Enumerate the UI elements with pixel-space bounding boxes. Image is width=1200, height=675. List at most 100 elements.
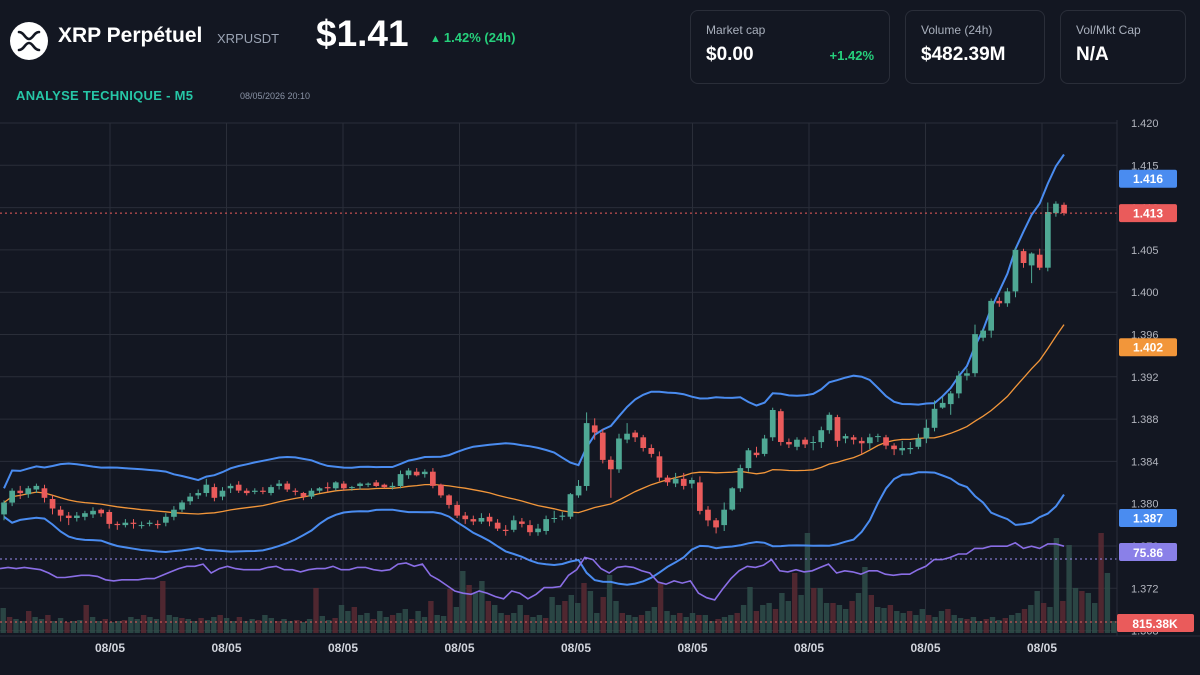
volume-bar: [504, 615, 511, 633]
volume-bar: [1066, 545, 1072, 633]
candle-body: [1061, 204, 1067, 214]
volume-bar: [823, 603, 830, 633]
volume-bar: [326, 620, 332, 633]
candle-body: [324, 487, 331, 489]
volume-bar: [300, 622, 306, 633]
volume-bar: [287, 621, 294, 633]
volume-bar: [89, 617, 96, 633]
volume-bar: [562, 601, 568, 633]
candle-body: [624, 433, 630, 440]
candle-body: [454, 504, 460, 516]
volume-bar: [383, 617, 389, 633]
candle-body: [1012, 249, 1019, 292]
time-tick-label: 08/05: [910, 641, 940, 655]
volume-label: Volume (24h): [921, 23, 993, 37]
candle-body: [794, 439, 800, 447]
price-tick-label: 1.420: [1131, 118, 1159, 130]
vol-mkt-cap-label: Vol/Mkt Cap: [1076, 23, 1141, 37]
candle-body: [519, 521, 525, 524]
candle-body: [721, 509, 727, 526]
volume-bar: [364, 613, 370, 633]
volume-bar: [951, 615, 957, 633]
market-cap-card: Market cap $0.00 +1.42%: [690, 10, 890, 84]
volume-bar: [460, 571, 466, 633]
volume-bar: [389, 615, 396, 633]
volume-bar: [440, 616, 447, 633]
candle-body: [923, 427, 930, 439]
candle-body: [462, 515, 469, 520]
price-tick-label: 1.372: [1131, 583, 1159, 595]
candle-body: [300, 493, 307, 497]
volume-bar: [96, 621, 102, 633]
candle-body: [535, 528, 541, 533]
volume-bar: [606, 575, 613, 633]
candle-body: [373, 482, 380, 486]
candle-body: [931, 408, 938, 428]
candle-body: [761, 438, 768, 454]
volume-bar: [396, 613, 402, 633]
candle-body: [179, 502, 185, 510]
candle-body: [939, 402, 946, 408]
candle-body: [74, 515, 80, 518]
candle-body: [899, 448, 905, 451]
candle-body: [786, 442, 792, 445]
candle-body: [65, 515, 72, 518]
volume-bar: [798, 595, 804, 633]
candle-body: [130, 522, 137, 524]
candle-body: [867, 437, 873, 444]
candle-body: [826, 414, 833, 431]
volume-bar: [849, 601, 855, 633]
volume-bar: [887, 605, 894, 633]
candle-body: [41, 488, 48, 498]
volume-bar: [651, 607, 657, 633]
candle-body: [802, 439, 808, 445]
candle-body: [122, 522, 129, 526]
price-tag-label: 1.416: [1133, 172, 1163, 186]
time-tick-label: 08/05: [328, 641, 358, 655]
volume-bar: [19, 621, 25, 633]
price-tag-bg: [1119, 338, 1177, 357]
ticker-symbol: XRPUSDT: [217, 31, 280, 46]
volume-bar: [645, 611, 651, 633]
candle-body: [187, 496, 193, 502]
candle-body: [680, 478, 687, 486]
volume-bar: [109, 622, 115, 633]
candle-body: [308, 490, 315, 497]
market-cap-value: $0.00: [706, 44, 754, 65]
candle-body: [486, 516, 493, 522]
volume-bar: [919, 609, 925, 633]
volume-bar: [160, 581, 166, 633]
price-tag-label: 1.402: [1133, 341, 1163, 355]
market-cap-change: +1.42%: [829, 48, 874, 63]
volume-bar: [198, 618, 204, 633]
candle-body: [956, 375, 962, 394]
volume-bar: [977, 621, 983, 633]
volume-bar: [983, 619, 989, 633]
volume-bar: [1098, 533, 1104, 633]
candle-body: [365, 483, 371, 485]
candle-body: [907, 448, 914, 450]
volume-bar: [479, 581, 485, 633]
candle-body: [697, 482, 703, 511]
volume-bar: [1111, 621, 1117, 633]
volume-bar: [204, 620, 211, 633]
volume-bar: [1002, 618, 1008, 633]
candle-body: [421, 471, 428, 475]
candle-body: [33, 485, 40, 490]
volume-bar: [587, 591, 594, 633]
volume-bar: [536, 615, 543, 633]
rsi-tag-label: 75.86: [1133, 546, 1163, 560]
candle-body: [616, 438, 622, 470]
volume-bar: [740, 605, 747, 633]
candle-body: [875, 436, 881, 438]
volume-bar: [523, 615, 530, 633]
candle-body: [947, 393, 954, 405]
volume-bar: [1079, 591, 1085, 633]
volume-bar: [211, 617, 217, 633]
volume-bar: [128, 617, 134, 633]
volume-bar: [121, 620, 128, 633]
volume-bar: [747, 587, 753, 633]
volume-bar: [843, 609, 849, 633]
volume-bar: [409, 619, 415, 633]
